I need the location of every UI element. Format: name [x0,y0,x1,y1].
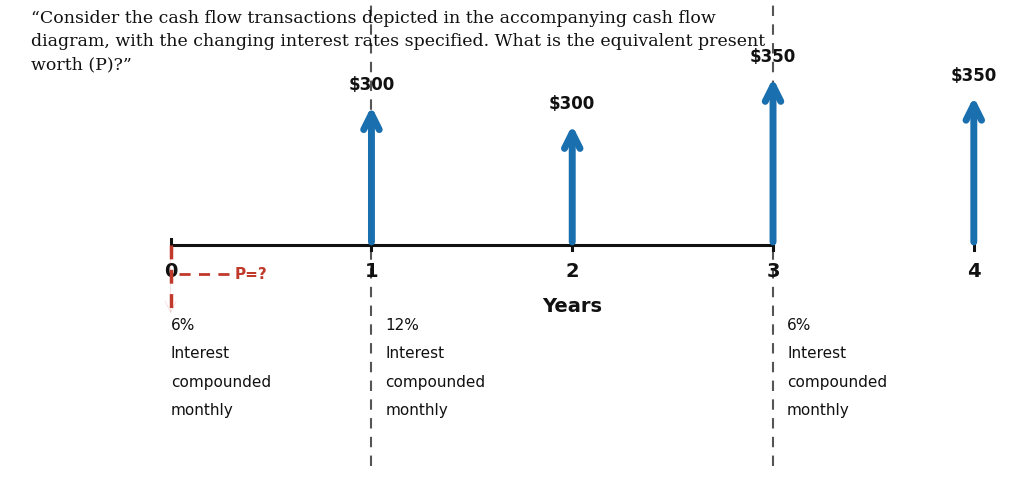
Text: P=?: P=? [234,267,267,282]
Text: $350: $350 [950,67,997,84]
Text: monthly: monthly [787,403,850,418]
Text: $350: $350 [750,48,796,66]
Text: 6%: 6% [787,318,811,333]
Text: 0: 0 [164,262,177,281]
Text: 1: 1 [365,262,378,281]
Text: Years: Years [543,298,602,316]
Text: Interest: Interest [171,347,229,361]
Text: monthly: monthly [171,403,233,418]
Text: Interest: Interest [385,347,444,361]
Text: compounded: compounded [787,374,887,390]
Text: $300: $300 [348,76,394,94]
Text: compounded: compounded [385,374,485,390]
Text: 2: 2 [565,262,579,281]
Text: Interest: Interest [787,347,846,361]
Text: compounded: compounded [171,374,270,390]
Text: 4: 4 [967,262,981,281]
Text: “Consider the cash flow transactions depicted in the accompanying cash flow
diag: “Consider the cash flow transactions dep… [31,10,765,73]
Text: $300: $300 [549,95,595,113]
Text: monthly: monthly [385,403,449,418]
Text: 6%: 6% [171,318,195,333]
Text: 3: 3 [766,262,779,281]
Text: 12%: 12% [385,318,420,333]
